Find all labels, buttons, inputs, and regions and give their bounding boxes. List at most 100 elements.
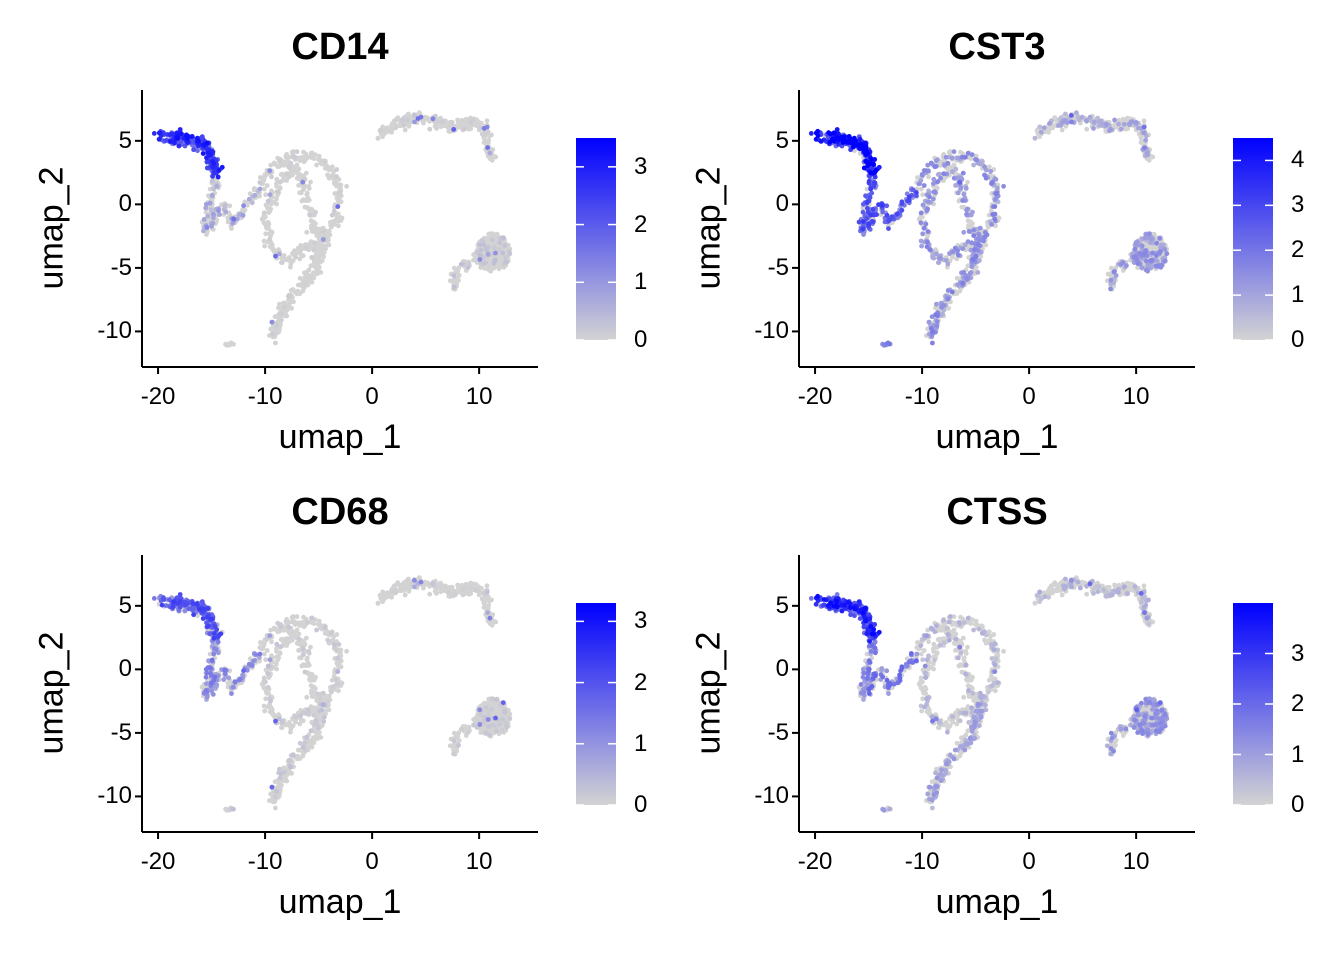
- cell-point: [314, 162, 319, 168]
- cell-point: [209, 178, 215, 184]
- cell-point: [261, 651, 267, 657]
- cell-point: [269, 319, 275, 325]
- cell-point: [960, 170, 966, 176]
- cell-point: [185, 139, 191, 145]
- cell-point: [966, 229, 972, 234]
- cell-point: [850, 144, 856, 150]
- cell-point: [876, 202, 881, 208]
- cell-point: [818, 139, 824, 144]
- cell-point: [276, 305, 281, 311]
- cell-point: [258, 175, 263, 180]
- cell-point: [249, 663, 255, 668]
- cell-point: [860, 145, 866, 151]
- cell-point: [1108, 265, 1114, 271]
- cell-point: [226, 675, 232, 681]
- cell-point: [320, 690, 326, 696]
- cell-point: [303, 748, 308, 753]
- cell-point: [263, 696, 269, 702]
- cell-point: [336, 223, 341, 229]
- cell-point: [286, 258, 292, 263]
- cell-point: [203, 674, 209, 680]
- cell-point: [1128, 119, 1134, 125]
- cell-point: [427, 591, 433, 597]
- cell-point: [1150, 154, 1156, 160]
- cell-point: [990, 212, 996, 217]
- cell-point: [206, 658, 211, 664]
- cell-point: [278, 163, 283, 168]
- cell-point: [306, 184, 312, 189]
- cell-point: [829, 137, 835, 142]
- cell-point: [1154, 240, 1160, 246]
- cell-point: [1121, 121, 1127, 127]
- colorbar-tick-label: 1: [634, 268, 648, 296]
- cell-point: [295, 282, 301, 288]
- cell-point: [265, 671, 271, 677]
- cell-point: [485, 610, 490, 615]
- y-tick-label: 0: [118, 190, 132, 218]
- cell-point: [1052, 115, 1058, 121]
- cell-point: [169, 131, 175, 137]
- cell-point: [842, 134, 847, 139]
- cell-point: [294, 291, 300, 297]
- cell-point: [305, 707, 311, 713]
- cell-point: [899, 207, 905, 213]
- cell-point: [438, 124, 444, 130]
- cell-point: [215, 174, 221, 180]
- cell-point: [422, 579, 428, 585]
- panel-cd14: CD14 umap_1 umap_2 -20 -10 0 10 5 0 -5 -10 0 1 2 3: [0, 0, 672, 480]
- cell-point: [299, 663, 305, 669]
- cell-point: [925, 199, 931, 205]
- cell-point: [274, 666, 279, 672]
- cell-point: [1069, 113, 1074, 118]
- cell-point: [199, 599, 205, 604]
- cell-point: [257, 186, 263, 192]
- cell-point: [335, 655, 341, 661]
- cell-point: [925, 239, 930, 245]
- cell-point: [195, 613, 200, 619]
- cell-point: [494, 697, 499, 703]
- cell-point: [468, 585, 474, 591]
- cell-point: [975, 241, 981, 247]
- cell-point: [329, 689, 334, 695]
- cell-point: [941, 171, 947, 177]
- x-tick-label: 10: [465, 383, 493, 410]
- cell-point: [212, 674, 218, 680]
- cell-point: [1141, 124, 1147, 130]
- cell-point: [201, 217, 207, 222]
- cell-point: [297, 275, 303, 281]
- cell-point: [1091, 125, 1096, 131]
- cell-point: [304, 191, 310, 197]
- cell-point: [380, 589, 386, 595]
- cell-point: [272, 799, 278, 805]
- cell-point: [1143, 231, 1149, 237]
- cell-point: [151, 131, 157, 136]
- cell-point: [1153, 263, 1159, 269]
- cell-point: [231, 216, 237, 222]
- cell-point: [293, 714, 298, 719]
- cell-point: [482, 265, 488, 270]
- cell-point: [397, 123, 403, 128]
- cell-point: [311, 712, 317, 718]
- cell-point: [209, 688, 215, 694]
- cell-point: [249, 200, 255, 206]
- cell-point: [934, 158, 939, 164]
- cell-point: [880, 209, 886, 215]
- cell-point: [1099, 121, 1105, 127]
- cell-point: [279, 725, 285, 730]
- cell-point: [966, 223, 971, 228]
- cell-point: [304, 734, 309, 740]
- cell-point: [286, 639, 292, 645]
- cell-point: [926, 319, 932, 325]
- cell-point: [207, 631, 213, 637]
- cell-point: [322, 630, 328, 636]
- cell-point: [487, 150, 493, 156]
- cell-point: [306, 649, 312, 654]
- cell-point: [928, 160, 934, 166]
- cell-point: [507, 716, 513, 722]
- cell-point: [279, 317, 284, 323]
- cell-point: [209, 193, 215, 199]
- cell-point: [279, 255, 285, 261]
- cell-point: [965, 239, 971, 245]
- panel-title: CD14: [291, 26, 389, 68]
- cell-point: [334, 212, 340, 217]
